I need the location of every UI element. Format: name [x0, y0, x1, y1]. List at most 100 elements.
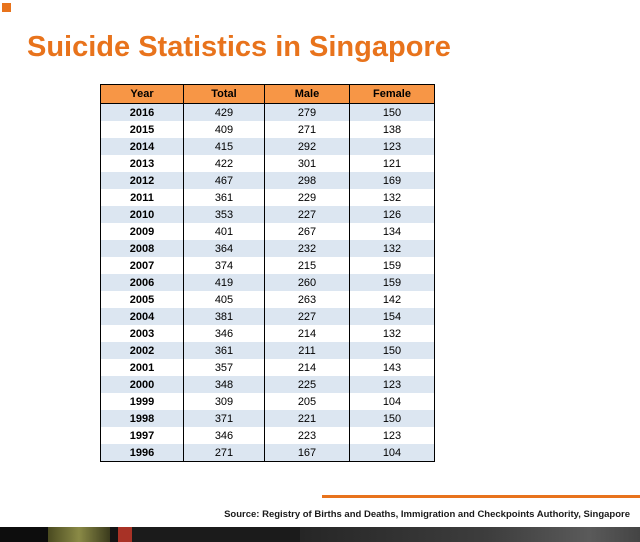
table-cell: 2004: [100, 308, 184, 325]
table-row: 1997 346 223 123: [100, 427, 435, 444]
table-row: 2012 467 298 169: [100, 172, 435, 189]
table-cell: 267: [264, 223, 350, 240]
table-cell: 271: [183, 444, 265, 462]
table-cell: 2007: [100, 257, 184, 274]
table-cell: 361: [183, 189, 265, 206]
table-cell: 292: [264, 138, 350, 155]
table-cell: 159: [349, 257, 435, 274]
table-cell: 223: [264, 427, 350, 444]
table-cell: 429: [183, 103, 265, 121]
table-cell: 357: [183, 359, 265, 376]
table-cell: 132: [349, 325, 435, 342]
table-cell: 142: [349, 291, 435, 308]
strip-segment-olive-blob: [48, 527, 110, 542]
table-cell: 353: [183, 206, 265, 223]
table-cell: 121: [349, 155, 435, 172]
table-cell: 167: [264, 444, 350, 462]
table-cell: 279: [264, 103, 350, 121]
table-cell: 263: [264, 291, 350, 308]
table-cell: 2009: [100, 223, 184, 240]
table-cell: 132: [349, 189, 435, 206]
table-cell: 467: [183, 172, 265, 189]
table-row: 2003 346 214 132: [100, 325, 435, 342]
table-cell: 301: [264, 155, 350, 172]
table-cell: 2011: [100, 189, 184, 206]
table-cell: 138: [349, 121, 435, 138]
table-cell: 132: [349, 240, 435, 257]
table-cell: 154: [349, 308, 435, 325]
table-cell: 214: [264, 325, 350, 342]
table-cell: 123: [349, 427, 435, 444]
table-cell: 2013: [100, 155, 184, 172]
table-cell: 1998: [100, 410, 184, 427]
table-row: 2010 353 227 126: [100, 206, 435, 223]
table-cell: 229: [264, 189, 350, 206]
bottom-strip: [0, 527, 640, 542]
table-cell: 227: [264, 206, 350, 223]
strip-segment-gray-right: [300, 527, 640, 542]
table-cell: 364: [183, 240, 265, 257]
header-cell-total: Total: [183, 84, 265, 104]
table-row: 2000 348 225 123: [100, 376, 435, 393]
table-cell: 126: [349, 206, 435, 223]
table-cell: 2016: [100, 103, 184, 121]
table-cell: 298: [264, 172, 350, 189]
table-row: 2016 429 279 150: [100, 103, 435, 121]
table-cell: 2002: [100, 342, 184, 359]
source-caption: Source: Registry of Births and Deaths, I…: [224, 509, 630, 520]
table-cell: 225: [264, 376, 350, 393]
table-cell: 232: [264, 240, 350, 257]
table-cell: 134: [349, 223, 435, 240]
table-cell: 346: [183, 427, 265, 444]
table-cell: 371: [183, 410, 265, 427]
table-cell: 422: [183, 155, 265, 172]
table-cell: 169: [349, 172, 435, 189]
table-cell: 214: [264, 359, 350, 376]
table-cell: 104: [349, 444, 435, 462]
table-row: 2013 422 301 121: [100, 155, 435, 172]
table-cell: 405: [183, 291, 265, 308]
table-cell: 150: [349, 410, 435, 427]
table-row: 2006 419 260 159: [100, 274, 435, 291]
table-cell: 309: [183, 393, 265, 410]
table-cell: 2012: [100, 172, 184, 189]
table-row: 2014 415 292 123: [100, 138, 435, 155]
table-cell: 2008: [100, 240, 184, 257]
table-cell: 419: [183, 274, 265, 291]
strip-segment-dark-mid: [132, 527, 300, 542]
table-row: 2009 401 267 134: [100, 223, 435, 240]
table-cell: 1996: [100, 444, 184, 462]
strip-segment-red-sliver: [118, 527, 132, 542]
table-cell: 143: [349, 359, 435, 376]
divider-line: [322, 495, 640, 498]
table-cell: 2014: [100, 138, 184, 155]
table-cell: 221: [264, 410, 350, 427]
table-cell: 381: [183, 308, 265, 325]
table-cell: 205: [264, 393, 350, 410]
header-cell-year: Year: [100, 84, 184, 104]
strip-segment-dark-left: [0, 527, 48, 542]
table-container: Year Total Male Female 2016 429 279 150 2015 409…: [100, 84, 435, 462]
table-row: 2002 361 211 150: [100, 342, 435, 359]
table-cell: 2005: [100, 291, 184, 308]
table-row: 1996 271 167 104: [100, 444, 435, 462]
stats-table: Year Total Male Female 2016 429 279 150 2015 409…: [100, 84, 435, 462]
corner-mark: [2, 3, 11, 12]
table-cell: 227: [264, 308, 350, 325]
table-cell: 159: [349, 274, 435, 291]
table-cell: 1997: [100, 427, 184, 444]
table-cell: 211: [264, 342, 350, 359]
table-row: 2011 361 229 132: [100, 189, 435, 206]
table-body: 2016 429 279 150 2015 409 271 138 2014 415 292 123 2…: [100, 103, 435, 462]
table-cell: 2003: [100, 325, 184, 342]
table-cell: 215: [264, 257, 350, 274]
table-cell: 2000: [100, 376, 184, 393]
table-cell: 260: [264, 274, 350, 291]
table-row: 1999 309 205 104: [100, 393, 435, 410]
table-row: 2007 374 215 159: [100, 257, 435, 274]
table-cell: 415: [183, 138, 265, 155]
table-cell: 2001: [100, 359, 184, 376]
table-cell: 2006: [100, 274, 184, 291]
header-cell-male: Male: [264, 84, 350, 104]
